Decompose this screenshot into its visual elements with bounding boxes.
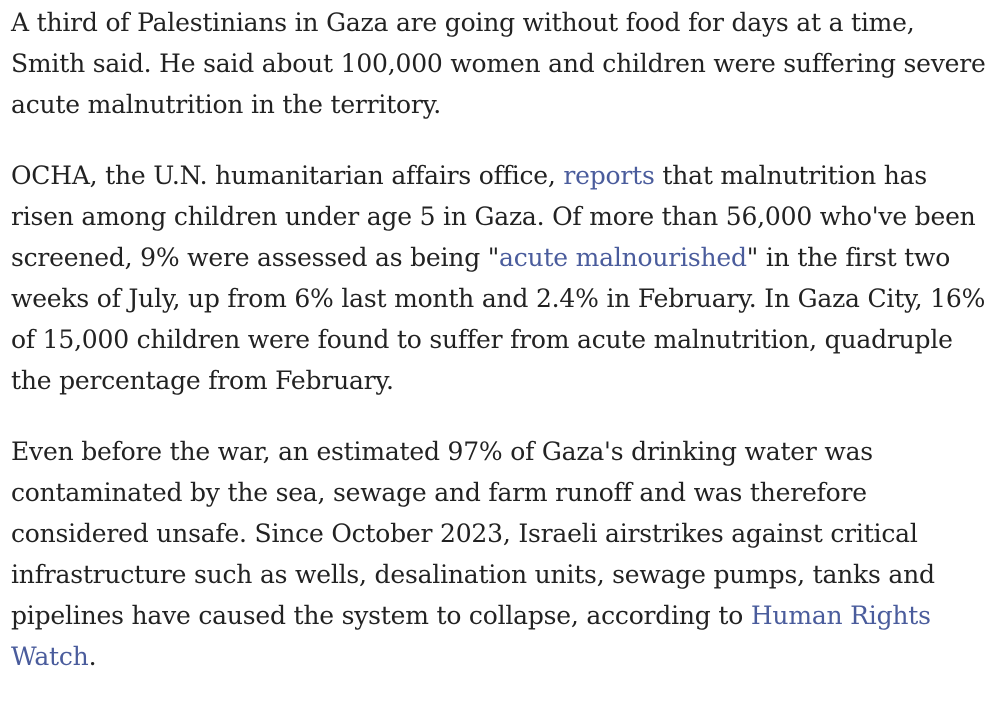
text-line: A third of Palestinians in Gaza are goin… (11, 8, 915, 37)
text-segment: . (88, 642, 97, 671)
text-segment: " in the first two (746, 243, 951, 272)
text-line: screened, 9% were assessed as being "acu… (11, 237, 993, 278)
human-rights-watch-link[interactable]: Human Rights (750, 601, 931, 630)
text-segment: screened, 9% were assessed as being " (11, 243, 500, 272)
paragraph-ocha-malnutrition: OCHA, the U.N. humanitarian affairs offi… (11, 155, 993, 401)
text-line: Even before the war, an estimated 97% of… (11, 437, 873, 466)
text-line: Smith said. He said about 100,000 women … (11, 49, 986, 78)
paragraph-food-shortage: A third of Palestinians in Gaza are goin… (11, 2, 993, 125)
human-rights-watch-link-continued[interactable]: Watch (11, 642, 89, 671)
text-line: the percentage from February. (11, 366, 394, 395)
acute-malnourished-link[interactable]: acute malnourished (499, 243, 747, 272)
text-line: risen among children under age 5 in Gaza… (11, 202, 976, 231)
text-line: of 15,000 children were found to suffer … (11, 325, 953, 354)
text-line: contaminated by the sea, sewage and farm… (11, 478, 867, 507)
text-line: OCHA, the U.N. humanitarian affairs offi… (11, 155, 993, 196)
text-line: acute malnutrition in the territory. (11, 90, 442, 119)
text-line: considered unsafe. Since October 2023, I… (11, 519, 918, 548)
text-line: weeks of July, up from 6% last month and… (11, 284, 986, 313)
text-line: pipelines have caused the system to coll… (11, 595, 993, 636)
text-segment: that malnutrition has (654, 161, 928, 190)
text-line: Watch. (11, 636, 993, 677)
paragraph-water-contamination: Even before the war, an estimated 97% of… (11, 431, 993, 677)
text-segment: OCHA, the U.N. humanitarian affairs offi… (11, 161, 564, 190)
text-segment: pipelines have caused the system to coll… (11, 601, 751, 630)
article-body: A third of Palestinians in Gaza are goin… (11, 2, 993, 707)
reports-link[interactable]: reports (563, 161, 655, 190)
text-line: infrastructure such as wells, desalinati… (11, 560, 935, 589)
